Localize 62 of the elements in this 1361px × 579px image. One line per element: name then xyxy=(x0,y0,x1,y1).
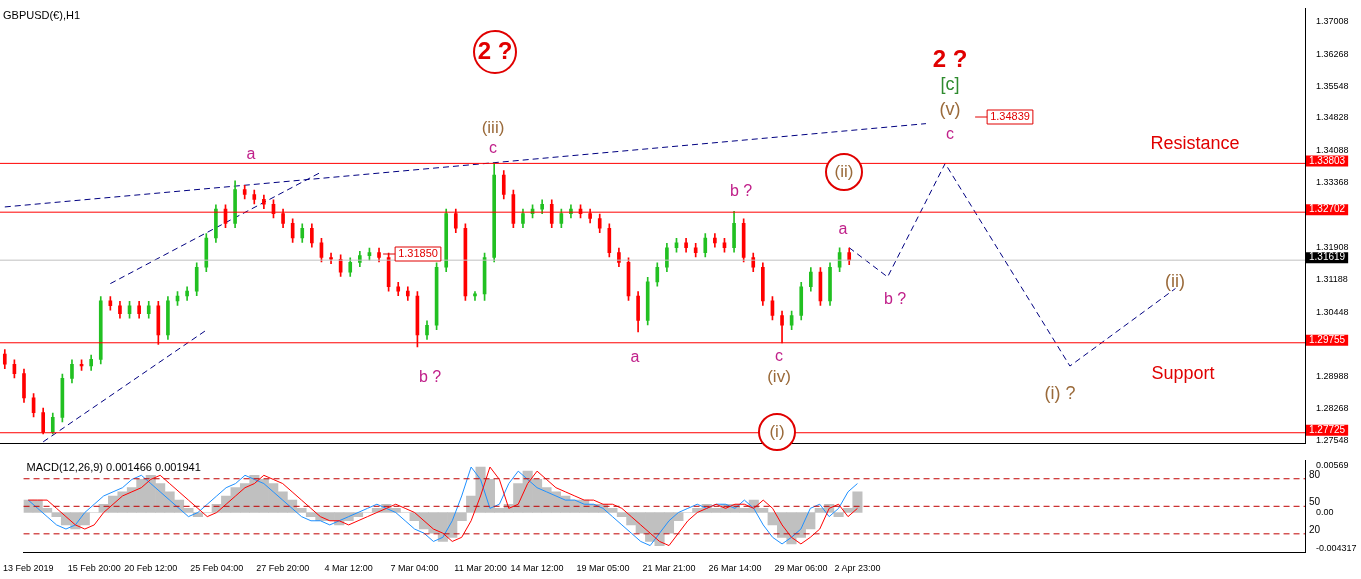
x-tick-label: 25 Feb 04:00 xyxy=(190,563,244,574)
y-tick-label: 1.28268 xyxy=(1316,403,1349,414)
annotation: c xyxy=(489,139,497,157)
y2-tick-label: 80 xyxy=(1309,468,1321,480)
annotation: 2 ? xyxy=(932,44,968,72)
y-tick-label: 1.37008 xyxy=(1316,15,1349,26)
annotation: b ? xyxy=(418,368,442,386)
y-tick-label: 1.36268 xyxy=(1316,48,1349,59)
ref-line-label: 1.29755 xyxy=(1309,334,1346,346)
x-tick-label: 7 Mar 04:00 xyxy=(390,563,439,574)
y-tick-label: 1.31908 xyxy=(1316,241,1349,252)
annotation: 1.34839 xyxy=(990,110,1030,123)
x-tick-label: 29 Mar 06:00 xyxy=(774,563,828,574)
x-tick-label: 15 Feb 20:00 xyxy=(67,563,121,574)
y-tick-label: -0.004317 xyxy=(1316,542,1357,553)
y-tick-label: 1.27548 xyxy=(1316,435,1349,446)
y-tick-label: 0.00 xyxy=(1316,506,1334,517)
y2-tick-label: 50 xyxy=(1309,496,1321,508)
y-tick-label: 1.34088 xyxy=(1316,145,1349,156)
chart-title: MACD(12,26,9) 0.001466 0.001941 xyxy=(26,460,201,473)
annotation: b ? xyxy=(729,182,753,200)
annotation: (ii) xyxy=(834,161,854,181)
ref-line-label: 1.33803 xyxy=(1309,154,1346,166)
annotation: a xyxy=(838,220,848,238)
annotation: b ? xyxy=(883,290,907,308)
annotation: (ii) xyxy=(1165,270,1185,291)
y2-tick-label: 20 xyxy=(1309,523,1321,535)
annotation: 2 ? xyxy=(477,36,513,64)
x-tick-label: 11 Mar 20:00 xyxy=(454,563,507,574)
annotation: (i) ? xyxy=(1044,382,1076,403)
annotation: (i) xyxy=(769,421,785,441)
annotation: a xyxy=(630,348,640,366)
annotation: Support xyxy=(1151,362,1215,383)
y-tick-label: 1.33368 xyxy=(1316,177,1349,188)
chart-title: GBPUSD(€),H1 xyxy=(3,8,81,21)
annotation: [c] xyxy=(940,73,960,94)
y-tick-label: 1.34828 xyxy=(1316,112,1349,123)
annotation: Resistance xyxy=(1150,132,1240,153)
x-tick-label: 27 Feb 20:00 xyxy=(256,563,310,574)
annotation: c xyxy=(946,125,954,143)
x-tick-label: 20 Feb 12:00 xyxy=(124,563,178,574)
y-tick-label: 1.30448 xyxy=(1316,306,1349,317)
y-tick-label: 1.31188 xyxy=(1316,273,1348,284)
x-tick-label: 13 Feb 2019 xyxy=(3,563,54,574)
annotation: c xyxy=(775,347,783,365)
y-tick-label: 1.35548 xyxy=(1316,80,1349,91)
annotation: (iii) xyxy=(481,117,505,137)
annotation: (v) xyxy=(939,98,961,119)
y-tick-label: 1.28988 xyxy=(1316,371,1349,382)
annotation: a xyxy=(246,145,256,163)
annotation: (iv) xyxy=(767,366,791,386)
x-tick-label: 21 Mar 21:00 xyxy=(642,563,696,574)
ref-line-label: 1.32702 xyxy=(1309,203,1346,215)
x-tick-label: 14 Mar 12:00 xyxy=(510,563,564,574)
ref-line-label: 1.31619 xyxy=(1309,251,1346,263)
x-tick-label: 26 Mar 14:00 xyxy=(708,563,762,574)
x-tick-label: 19 Mar 05:00 xyxy=(576,563,630,574)
x-tick-label: 2 Apr 23:00 xyxy=(834,563,881,574)
annotation: 1.31850 xyxy=(398,247,438,260)
ref-line-label: 1.27725 xyxy=(1309,423,1346,435)
x-tick-label: 4 Mar 12:00 xyxy=(324,563,373,574)
y-tick-label: 0.00569 xyxy=(1316,459,1349,470)
